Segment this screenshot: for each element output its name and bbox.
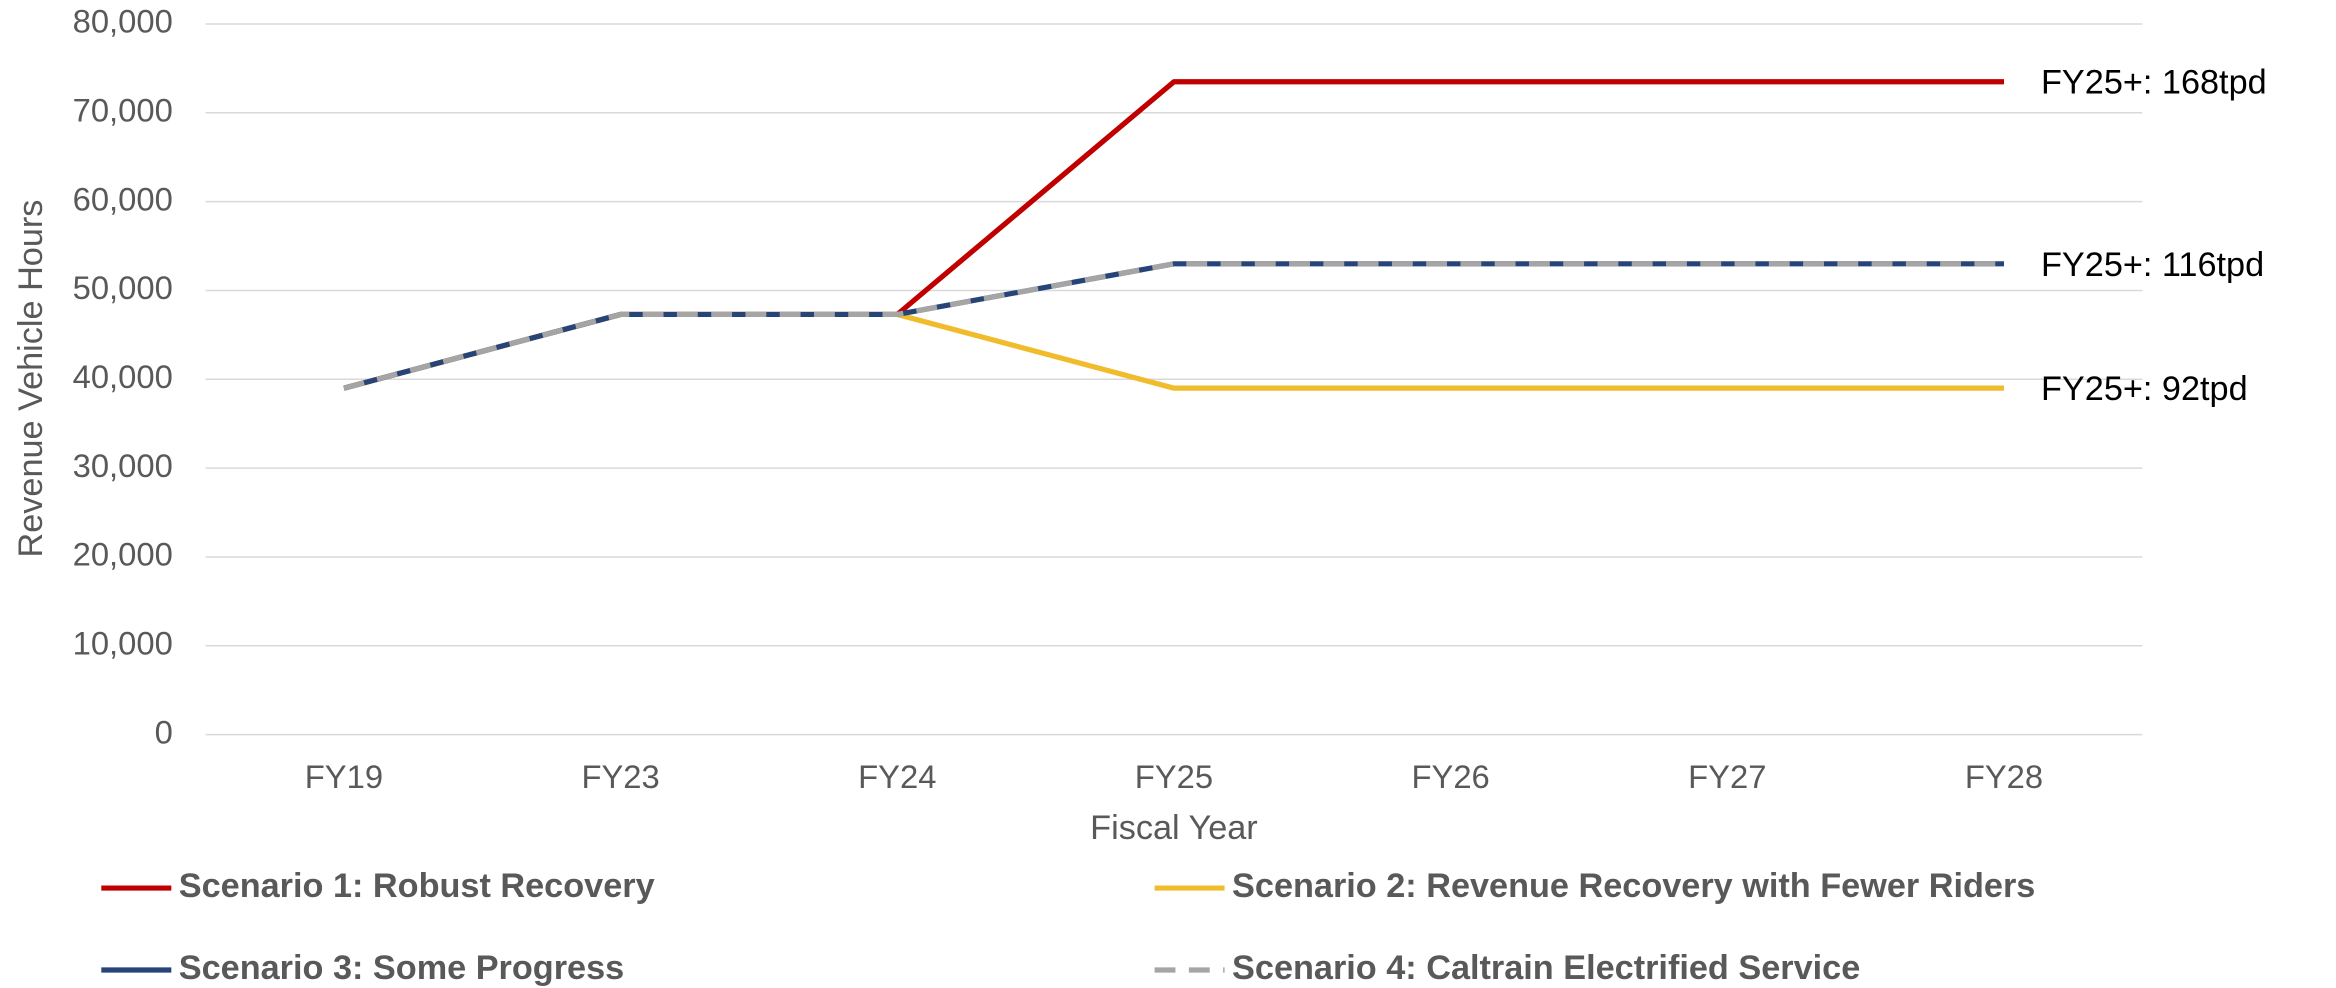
y-tick-label: 10,000: [73, 624, 173, 661]
y-tick-label: 50,000: [73, 269, 173, 306]
x-tick-label: FY19: [305, 758, 383, 795]
y-tick-label: 0: [155, 713, 173, 750]
y-axis-title: Revenue Vehicle Hours: [12, 200, 50, 558]
y-tick-label: 60,000: [73, 180, 173, 217]
x-tick-label: FY26: [1411, 758, 1489, 795]
x-tick-label: FY24: [858, 758, 936, 795]
x-tick-label: FY27: [1688, 758, 1766, 795]
x-axis-title: Fiscal Year: [1090, 809, 1258, 847]
y-tick-label: 70,000: [73, 91, 173, 128]
legend-label: Scenario 1: Robust Recovery: [179, 867, 655, 905]
legend-label: Scenario 4: Caltrain Electrified Service: [1232, 949, 1860, 987]
series-line: [343, 261, 2004, 391]
legend-label: Scenario 2: Revenue Recovery with Fewer …: [1232, 867, 2035, 905]
annotation: FY25+: 168tpd: [2041, 64, 2267, 102]
annotation: FY25+: 116tpd: [2041, 246, 2264, 284]
legend-label: Scenario 3: Some Progress: [179, 949, 624, 987]
series-line: [343, 79, 2004, 391]
y-tick-label: 80,000: [73, 3, 173, 40]
x-tick-label: FY28: [1965, 758, 2043, 795]
series-line: [343, 261, 2004, 391]
x-tick-label: FY25: [1135, 758, 1213, 795]
series-line: [343, 311, 2004, 391]
y-tick-label: 30,000: [73, 447, 173, 484]
y-tick-label: 40,000: [73, 358, 173, 395]
y-tick-label: 20,000: [73, 536, 173, 573]
x-tick-label: FY23: [581, 758, 659, 795]
annotation: FY25+: 92tpd: [2041, 370, 2248, 408]
